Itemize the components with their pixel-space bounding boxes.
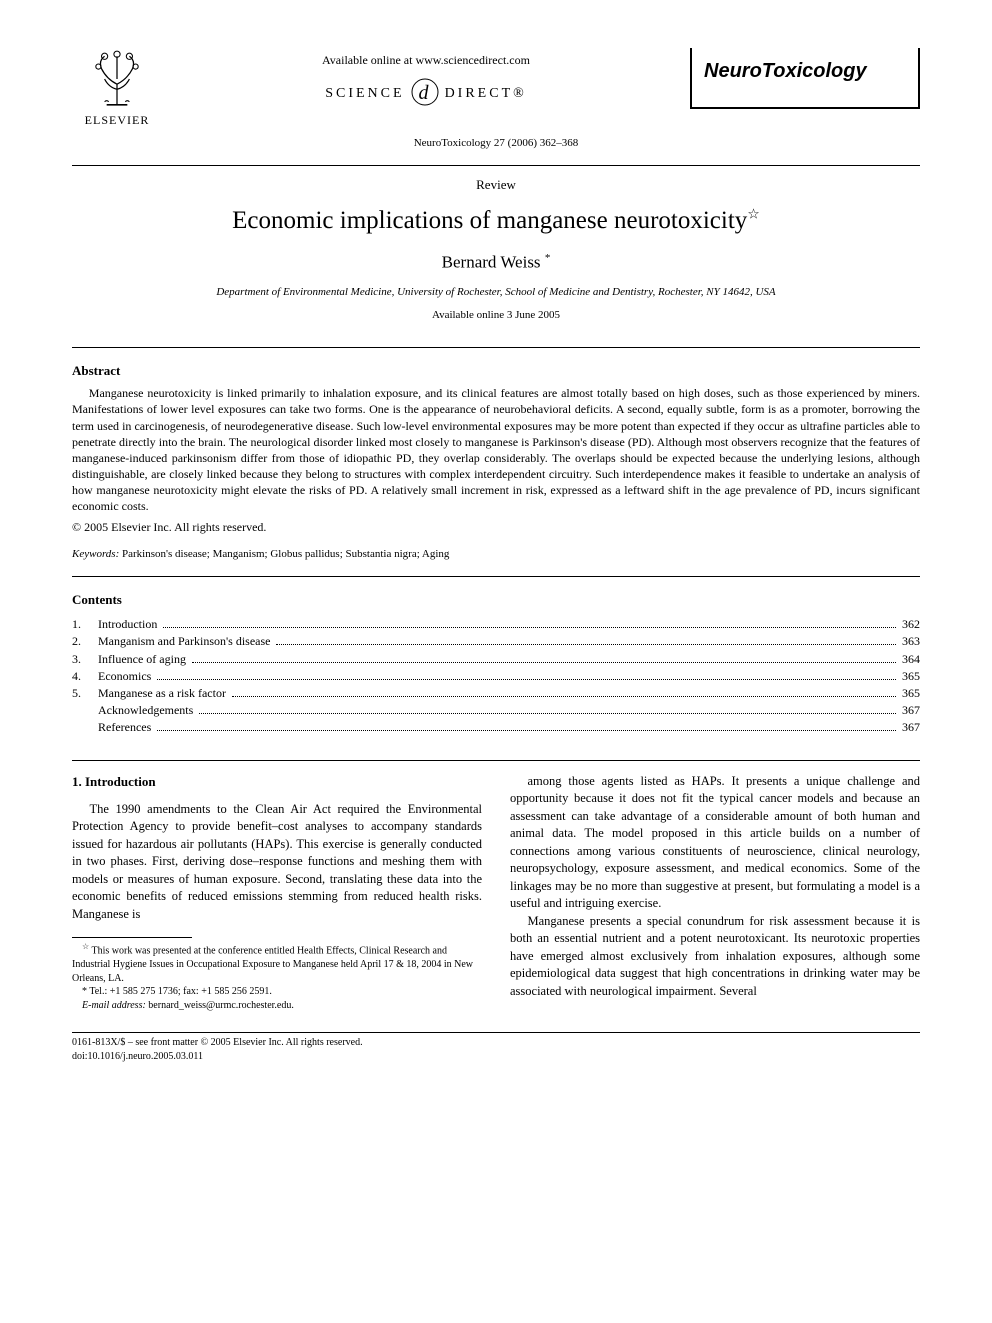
toc-dots bbox=[157, 730, 896, 731]
footnote-star-text: This work was presented at the conferenc… bbox=[72, 946, 473, 984]
toc-num: 3. bbox=[72, 651, 98, 667]
toc-page: 367 bbox=[902, 702, 920, 718]
abstract-copyright: © 2005 Elsevier Inc. All rights reserved… bbox=[72, 519, 920, 535]
keywords-line: Keywords: Parkinson's disease; Manganism… bbox=[72, 547, 920, 562]
publisher-logo: ELSEVIER bbox=[72, 48, 162, 128]
elsevier-tree-icon bbox=[86, 48, 148, 110]
page-footer: 0161-813X/$ – see front matter © 2005 El… bbox=[72, 1032, 920, 1063]
toc-dots bbox=[199, 713, 896, 714]
svg-text:d: d bbox=[418, 82, 431, 104]
toc-row: 1. Introduction 362 bbox=[72, 616, 920, 632]
footer-copyright: 0161-813X/$ – see front matter © 2005 El… bbox=[72, 1036, 920, 1050]
keywords-label: Keywords: bbox=[72, 548, 119, 560]
center-header: Available online at www.sciencedirect.co… bbox=[162, 48, 690, 123]
rule-contents-bottom bbox=[72, 760, 920, 761]
email-value: bernard_weiss@urmc.rochester.edu. bbox=[146, 1000, 294, 1011]
body-paragraph: The 1990 amendments to the Clean Air Act… bbox=[72, 801, 482, 924]
email-label: E-mail address: bbox=[82, 1000, 146, 1011]
sciencedirect-left: SCIENCE bbox=[325, 85, 404, 104]
toc-num: 4. bbox=[72, 668, 98, 684]
abstract-text: Manganese neurotoxicity is linked primar… bbox=[72, 385, 920, 515]
abstract-heading: Abstract bbox=[72, 362, 920, 380]
sciencedirect-right: DIRECT® bbox=[445, 85, 527, 104]
toc-dots bbox=[163, 627, 896, 628]
affiliation: Department of Environmental Medicine, Un… bbox=[72, 285, 920, 300]
citation-line: NeuroToxicology 27 (2006) 362–368 bbox=[72, 136, 920, 151]
article-title: Economic implications of manganese neuro… bbox=[72, 204, 920, 238]
body-paragraph: Manganese presents a special conundrum f… bbox=[510, 913, 920, 1001]
title-star: ☆ bbox=[747, 207, 760, 222]
footer-doi: doi:10.1016/j.neuro.2005.03.011 bbox=[72, 1050, 920, 1064]
toc-page: 363 bbox=[902, 633, 920, 649]
title-text: Economic implications of manganese neuro… bbox=[232, 207, 747, 234]
rule-keywords-bottom bbox=[72, 576, 920, 577]
toc-title: Acknowledgements bbox=[98, 702, 193, 718]
toc-title: Influence of aging bbox=[98, 651, 186, 667]
page-header: ELSEVIER Available online at www.science… bbox=[72, 48, 920, 128]
journal-title-box: NeuroToxicology bbox=[690, 48, 920, 109]
footnote-block: ☆ This work was presented at the confere… bbox=[72, 942, 482, 1012]
toc-row: Acknowledgements 367 bbox=[72, 702, 920, 718]
toc-num: 5. bbox=[72, 685, 98, 701]
toc-row: 5. Manganese as a risk factor 365 bbox=[72, 685, 920, 701]
footnote-star: ☆ This work was presented at the confere… bbox=[72, 942, 482, 985]
sciencedirect-at-icon: d bbox=[409, 76, 441, 117]
online-date: Available online 3 June 2005 bbox=[72, 308, 920, 323]
toc-page: 365 bbox=[902, 685, 920, 701]
contents-heading: Contents bbox=[72, 591, 920, 609]
toc-dots bbox=[276, 644, 896, 645]
footnote-email: E-mail address: bernard_weiss@urmc.roche… bbox=[72, 999, 482, 1013]
body-columns: 1. Introduction The 1990 amendments to t… bbox=[72, 773, 920, 1013]
available-online-text: Available online at www.sciencedirect.co… bbox=[162, 52, 690, 68]
publisher-label: ELSEVIER bbox=[72, 112, 162, 128]
toc-dots bbox=[232, 696, 896, 697]
author-line: Bernard Weiss * bbox=[72, 251, 920, 275]
toc-page: 367 bbox=[902, 719, 920, 735]
toc-page: 365 bbox=[902, 668, 920, 684]
toc-num: 1. bbox=[72, 616, 98, 632]
author-corr-mark: * bbox=[545, 252, 551, 264]
toc-row: 3. Influence of aging 364 bbox=[72, 651, 920, 667]
toc-title: References bbox=[98, 719, 151, 735]
toc-row: 4. Economics 365 bbox=[72, 668, 920, 684]
toc-title: Manganese as a risk factor bbox=[98, 685, 226, 701]
right-column: among those agents listed as HAPs. It pr… bbox=[510, 773, 920, 1013]
body-paragraph: among those agents listed as HAPs. It pr… bbox=[510, 773, 920, 913]
left-column: 1. Introduction The 1990 amendments to t… bbox=[72, 773, 482, 1013]
footnote-corr: * Tel.: +1 585 275 1736; fax: +1 585 256… bbox=[72, 985, 482, 999]
rule-abstract-top bbox=[72, 347, 920, 348]
toc-page: 362 bbox=[902, 616, 920, 632]
toc-row: References 367 bbox=[72, 719, 920, 735]
section-heading: 1. Introduction bbox=[72, 773, 482, 791]
toc-dots bbox=[157, 679, 896, 680]
author-name: Bernard Weiss bbox=[442, 253, 541, 272]
footnote-rule bbox=[72, 937, 192, 938]
sciencedirect-logo: SCIENCE d DIRECT® bbox=[162, 74, 690, 115]
keywords-text: Parkinson's disease; Manganism; Globus p… bbox=[119, 548, 449, 560]
rule-top bbox=[72, 165, 920, 166]
toc-title: Economics bbox=[98, 668, 151, 684]
table-of-contents: 1. Introduction 362 2. Manganism and Par… bbox=[72, 616, 920, 735]
toc-title: Introduction bbox=[98, 616, 157, 632]
footer-rule bbox=[72, 1032, 920, 1033]
toc-page: 364 bbox=[902, 651, 920, 667]
article-type: Review bbox=[72, 176, 920, 194]
toc-dots bbox=[192, 662, 896, 663]
toc-row: 2. Manganism and Parkinson's disease 363 bbox=[72, 633, 920, 649]
toc-num: 2. bbox=[72, 633, 98, 649]
toc-title: Manganism and Parkinson's disease bbox=[98, 633, 270, 649]
